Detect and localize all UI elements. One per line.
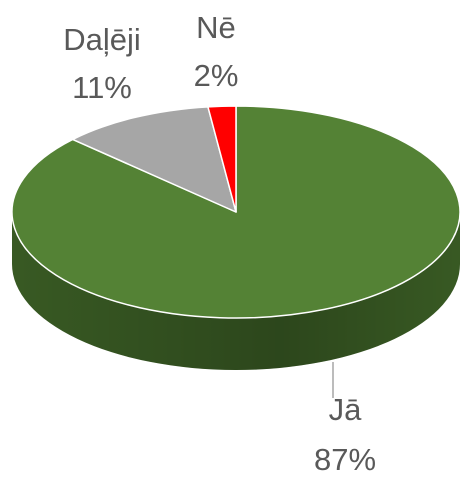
data-label-value: 11% bbox=[72, 70, 132, 105]
data-label-value: 87% bbox=[314, 442, 376, 477]
pie-side-shade bbox=[12, 212, 460, 370]
pie-slice bbox=[207, 105, 237, 213]
data-label-category: Daļēji bbox=[63, 22, 141, 57]
pie-slice bbox=[71, 106, 237, 213]
data-label-category: Nē bbox=[196, 10, 236, 45]
data-label-value: 2% bbox=[194, 58, 239, 93]
data-label-category: Jā bbox=[329, 392, 363, 427]
